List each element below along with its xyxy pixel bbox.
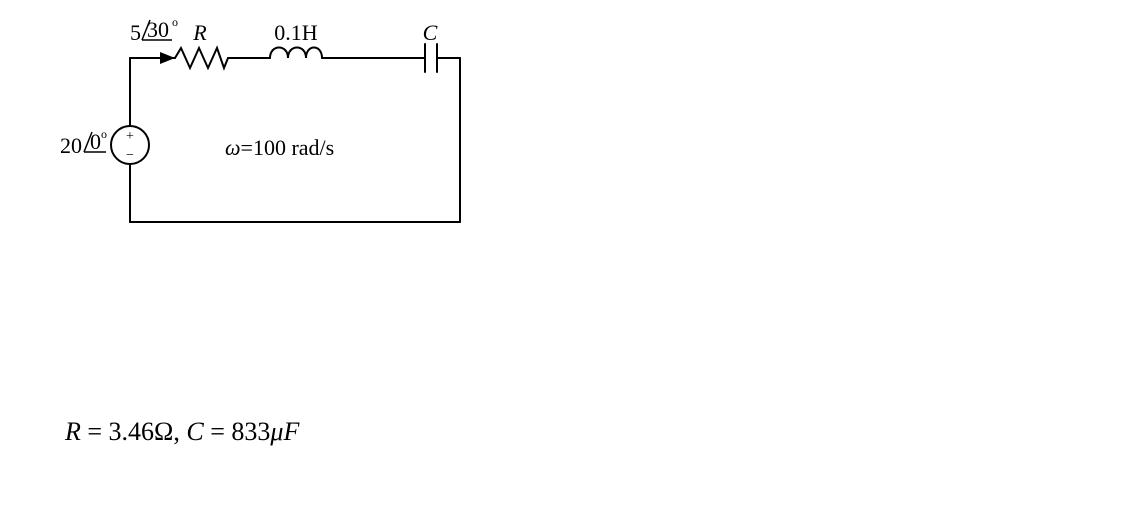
- circuit-diagram: + − 20 0 o 5 30 o R 0.1H C ω=100 rad/s R…: [0, 0, 1122, 529]
- current-label: 5 30 o: [130, 15, 178, 45]
- omega-label: ω=100 rad/s: [225, 135, 334, 160]
- answer-text: R = 3.46Ω, C = 833μF: [64, 417, 300, 446]
- svg-text:o: o: [101, 127, 107, 141]
- svg-text:30: 30: [147, 17, 169, 42]
- svg-text:5: 5: [130, 20, 141, 45]
- svg-text:20: 20: [60, 133, 82, 158]
- inductor-label: 0.1H: [274, 20, 318, 45]
- source-plus: +: [126, 129, 134, 144]
- svg-text:0: 0: [90, 129, 101, 154]
- capacitor-symbol: [425, 44, 445, 72]
- capacitor-label: C: [423, 20, 438, 45]
- inductor-symbol: [270, 48, 322, 59]
- svg-text:o: o: [172, 15, 178, 29]
- source-label: 20 0 o: [60, 127, 107, 158]
- resistor-label: R: [192, 20, 207, 45]
- current-arrow: [135, 52, 175, 64]
- source-minus: −: [126, 148, 134, 163]
- resistor-symbol: [175, 48, 228, 68]
